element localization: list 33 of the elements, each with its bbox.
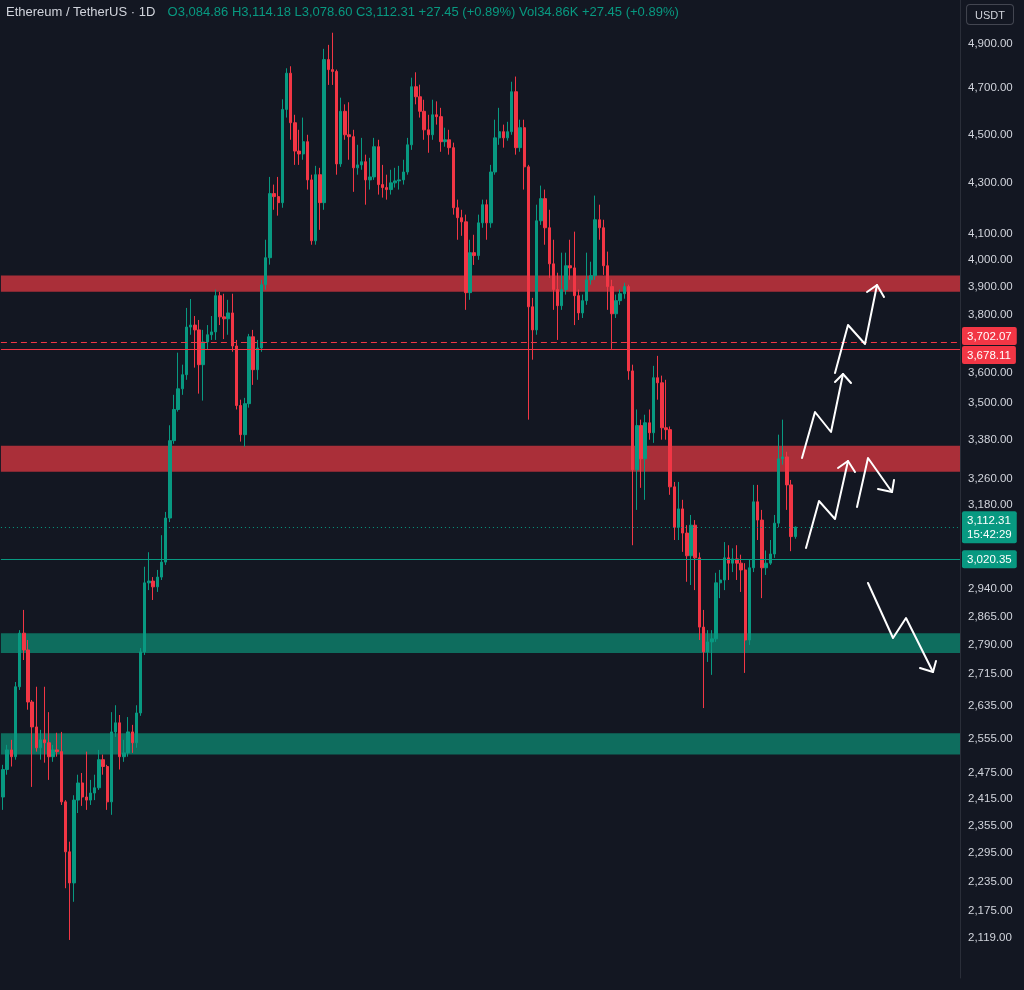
y-axis-title: USDT: [975, 8, 1006, 21]
y-tick-label: 2,940.00: [968, 581, 1013, 594]
y-tick-label: 4,700.00: [968, 81, 1013, 94]
y-tick-label: 2,865.00: [968, 609, 1013, 622]
y-tick-label: 3,500.00: [968, 395, 1013, 408]
y-tick-label: 4,100.00: [968, 226, 1013, 239]
y-tick-label: 2,635.00: [968, 698, 1013, 711]
ref-line-label: 3,702.07: [967, 329, 1012, 342]
y-tick-label: 2,295.00: [968, 846, 1013, 859]
chart-subtitle: O3,084.86 H3,114.18 L3,078.60 C3,112.31 +27.45 (+0.89%) Vol34.86K +27.45 (+0.89%): [167, 4, 679, 19]
y-tick-label: 3,180.00: [968, 498, 1013, 511]
y-tick-label: 4,500.00: [968, 127, 1013, 140]
y-tick-label: 3,800.00: [968, 308, 1013, 321]
chart-title: Ethereum / TetherUS · 1D: [6, 4, 156, 19]
ref-line-label: 3,020.35: [967, 553, 1012, 566]
y-tick-label: 3,260.00: [968, 471, 1013, 484]
y-tick-label: 2,555.00: [968, 731, 1013, 744]
y-tick-label: 4,000.00: [968, 253, 1013, 266]
y-tick-label: 2,475.00: [968, 765, 1013, 778]
y-tick-label: 3,900.00: [968, 280, 1013, 293]
y-tick-label: 2,119.00: [968, 931, 1012, 944]
ref-line-label: 3,678.11: [967, 348, 1011, 361]
y-tick-label: 2,715.00: [968, 666, 1013, 679]
y-tick-label: 2,415.00: [968, 791, 1013, 804]
y-tick-label: 3,600.00: [968, 365, 1013, 378]
y-tick-label: 2,235.00: [968, 874, 1013, 887]
y-tick-label: 4,300.00: [968, 176, 1013, 189]
y-tick-label: 4,900.00: [968, 36, 1013, 49]
y-tick-label: 2,355.00: [968, 818, 1013, 831]
y-tick-label: 3,380.00: [968, 433, 1013, 446]
y-tick-label: 2,175.00: [968, 903, 1013, 916]
ref-line-label: 3,112.31 15:42:29: [967, 514, 1012, 541]
y-tick-label: 2,790.00: [968, 637, 1013, 650]
